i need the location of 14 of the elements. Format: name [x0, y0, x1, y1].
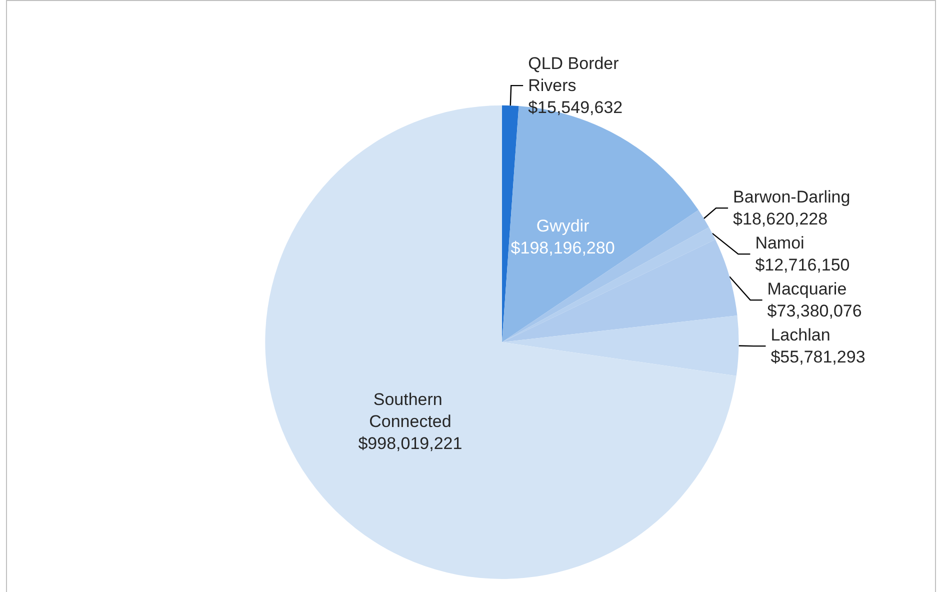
slice-label: Namoi	[755, 234, 804, 253]
data-label: $55,781,293	[770, 348, 866, 367]
slice-label: Southern Connected	[369, 390, 452, 432]
slice-label: QLD Border Rivers	[528, 54, 624, 96]
data-label: $73,380,076	[767, 302, 862, 321]
data-label: $998,019,221	[358, 434, 462, 454]
slice-label: Gwydir	[536, 216, 590, 236]
slice-label: Macquarie	[767, 280, 847, 299]
data-label: $18,620,228	[733, 210, 828, 229]
data-label: $15,549,632	[528, 98, 623, 118]
slice-label: Lachlan	[770, 326, 830, 345]
data-label: $198,196,280	[510, 238, 615, 258]
data-label: $12,716,150	[755, 256, 850, 275]
slice-label: Barwon-Darling	[733, 188, 850, 207]
